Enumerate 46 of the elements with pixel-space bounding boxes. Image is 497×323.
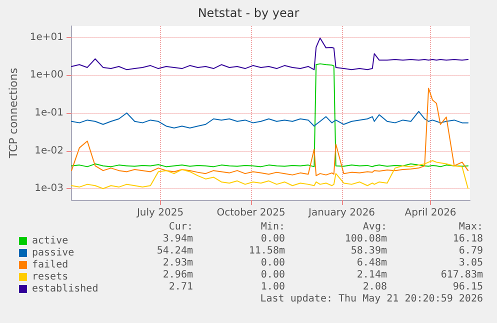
- text: 617.83m: [440, 270, 483, 280]
- text: 1.00: [260, 282, 285, 292]
- text: 2.14m: [356, 270, 387, 280]
- text: 2.93m: [162, 258, 193, 268]
- line-series: [71, 160, 469, 190]
- text: 3.05: [458, 258, 483, 268]
- text: 16.18: [452, 234, 483, 244]
- x-tick-label: July 2025: [136, 208, 184, 218]
- text: 3.94m: [162, 234, 193, 244]
- text: 2.96m: [162, 270, 193, 280]
- y-tick-label: 1e-02: [34, 145, 64, 156]
- y-tick-label: 1e-01: [34, 108, 64, 118]
- legend-label: failed: [32, 260, 68, 270]
- legend-label: established: [32, 284, 98, 294]
- line-series: [71, 38, 469, 70]
- x-tick-label: April 2026: [404, 208, 456, 218]
- y-tick-label: 1e+00: [30, 70, 64, 81]
- text: 58.39m: [350, 246, 387, 256]
- text: Min:: [260, 222, 285, 232]
- text: 2.08: [362, 282, 387, 292]
- text: 100.08m: [344, 234, 387, 244]
- text: Avg:: [362, 222, 387, 232]
- line-series: [71, 110, 469, 129]
- text: Cur:: [168, 222, 193, 232]
- line-series: [71, 63, 469, 168]
- y-tick-label: 1e+01: [30, 32, 64, 43]
- text: 0.00: [260, 270, 285, 280]
- y-axis-title: TCP connections: [7, 68, 20, 160]
- x-tick-label: October 2025: [216, 208, 286, 218]
- chart-title: Netstat - by year: [198, 6, 300, 20]
- line-series: [71, 88, 469, 176]
- text: 0.00: [260, 258, 285, 268]
- text: 2.71: [168, 282, 193, 292]
- legend-label: active: [32, 236, 68, 246]
- text: 96.15: [452, 282, 483, 292]
- y-tick-label: 1e-03: [34, 183, 64, 194]
- x-tick-label: January 2026: [308, 208, 376, 218]
- text: 0.00: [260, 234, 285, 244]
- legend-label: resets: [32, 272, 68, 282]
- text: Max:: [458, 222, 483, 232]
- text: 6.79: [458, 246, 483, 256]
- text: 11.58m: [248, 246, 285, 256]
- text: 6.48m: [356, 258, 387, 268]
- text: Last update: Thu May 21 20:20:59 2026: [260, 294, 483, 304]
- text: 54.24m: [156, 246, 193, 256]
- legend-label: passive: [32, 248, 74, 258]
